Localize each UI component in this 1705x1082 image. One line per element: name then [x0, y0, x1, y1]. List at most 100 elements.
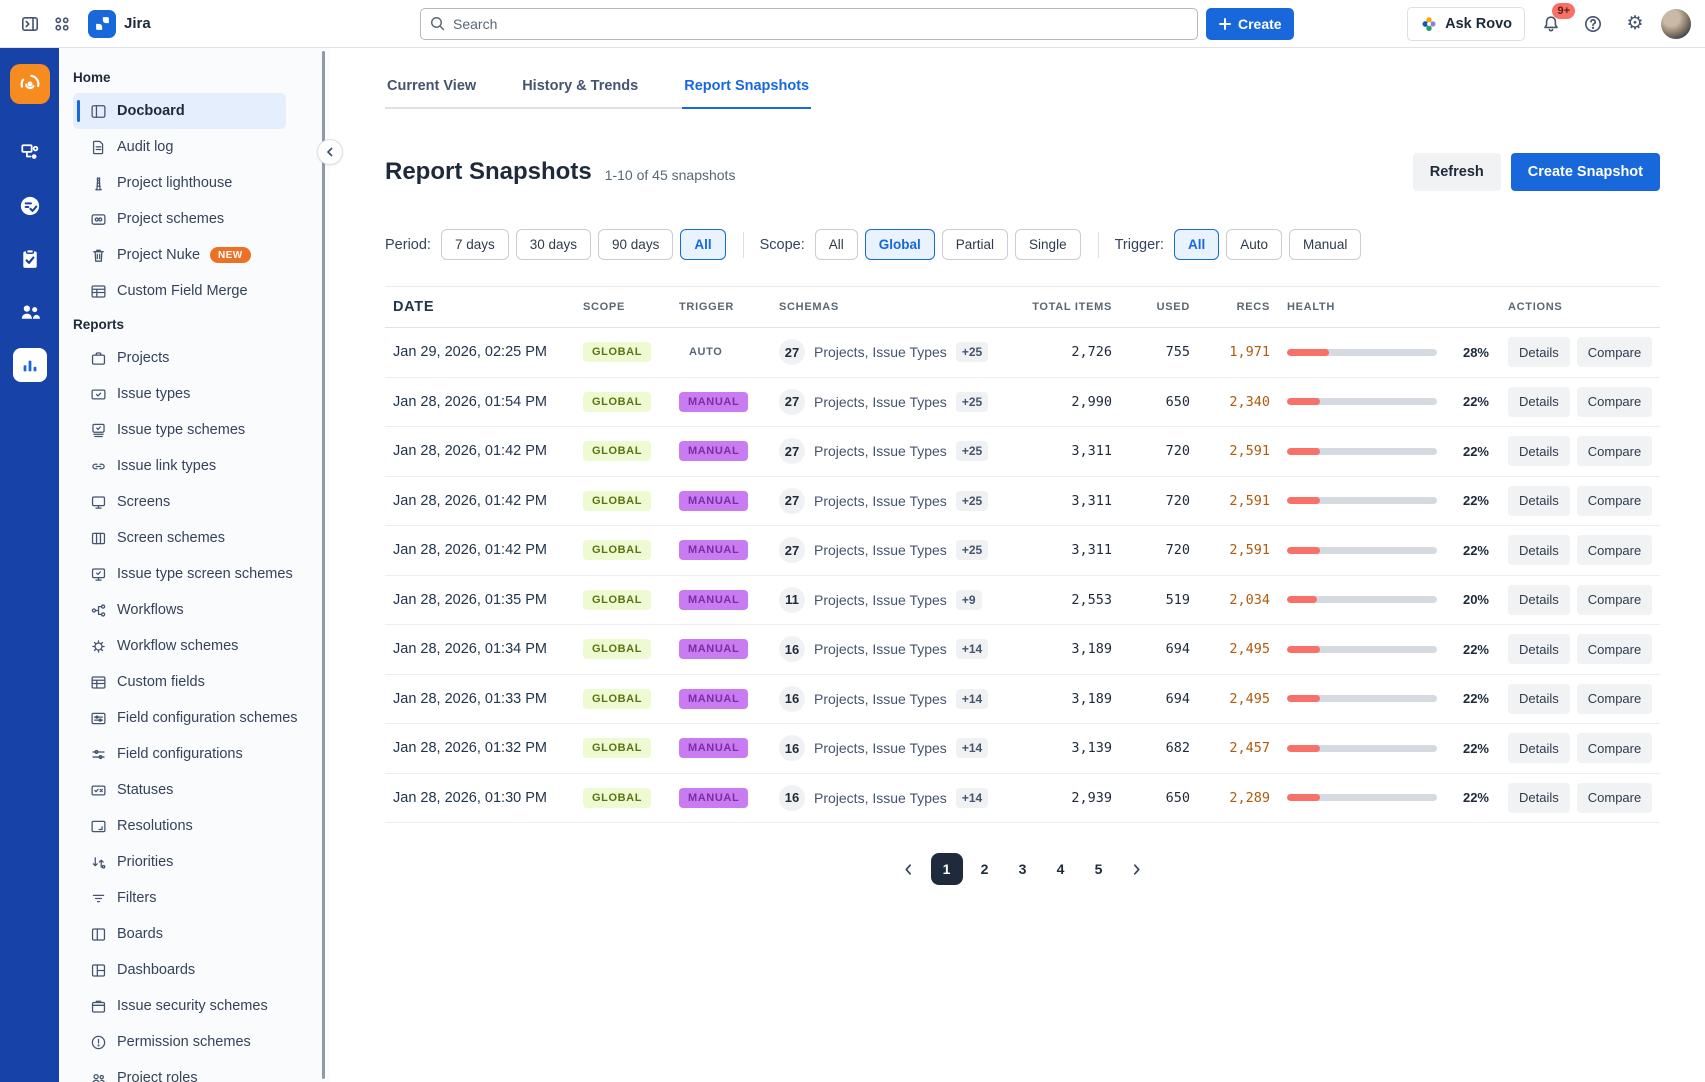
filter-option-single[interactable]: Single — [1015, 229, 1081, 260]
sidebar-item-screen-schemes[interactable]: Screen schemes — [73, 520, 286, 556]
details-button[interactable]: Details — [1508, 634, 1570, 665]
sidebar-item-project-nuke[interactable]: Project Nuke NEW — [73, 237, 286, 273]
sidebar-item-issue-types[interactable]: Issue types — [73, 376, 286, 412]
sidebar-item-issue-link-types[interactable]: Issue link types — [73, 448, 286, 484]
tab-current-view[interactable]: Current View — [387, 78, 477, 94]
sidebar-item-field-configurations[interactable]: Field configurations — [73, 736, 286, 772]
compare-button[interactable]: Compare — [1576, 485, 1653, 516]
filter-option-90-days[interactable]: 90 days — [598, 229, 674, 260]
pagination-page-2[interactable]: 2 — [969, 853, 1001, 885]
details-button[interactable]: Details — [1508, 782, 1570, 813]
filter-option-7-days[interactable]: 7 days — [440, 229, 509, 260]
help-icon[interactable] — [1577, 8, 1609, 40]
bell-icon[interactable] — [1535, 8, 1567, 40]
pagination-prev-icon[interactable] — [893, 853, 925, 885]
pagination-page-3[interactable]: 3 — [1007, 853, 1039, 885]
sidebar-item-screens[interactable]: Screens — [73, 484, 286, 520]
schema-extra-badge[interactable]: +14 — [955, 787, 989, 808]
tab-report-snapshots[interactable]: Report Snapshots — [682, 72, 812, 109]
rail-item-app-tile-radar[interactable] — [9, 64, 50, 104]
search-input[interactable] — [420, 7, 1198, 40]
details-button[interactable]: Details — [1508, 683, 1570, 714]
details-button[interactable]: Details — [1508, 337, 1570, 368]
details-button[interactable]: Details — [1508, 584, 1570, 615]
sidebar-item-resolutions[interactable]: Resolutions — [73, 808, 286, 844]
schema-extra-badge[interactable]: +25 — [955, 342, 989, 363]
details-button[interactable]: Details — [1508, 535, 1570, 566]
schema-extra-badge[interactable]: +25 — [955, 490, 989, 511]
sidebar-item-custom-field-merge[interactable]: Custom Field Merge — [73, 273, 286, 309]
schema-extra-badge[interactable]: +14 — [955, 738, 989, 759]
tab-history-trends[interactable]: History & Trends — [522, 78, 639, 94]
sidebar-item-project-schemes[interactable]: Project schemes — [73, 201, 286, 237]
pagination-page-1[interactable]: 1 — [930, 853, 963, 885]
compare-button[interactable]: Compare — [1576, 337, 1653, 368]
sidebar-item-audit-log[interactable]: Audit log — [73, 129, 286, 165]
pagination-page-4[interactable]: 4 — [1045, 853, 1077, 885]
sidebar-item-issue-type-screen-schemes[interactable]: Issue type screen schemes — [73, 556, 293, 592]
compare-button[interactable]: Compare — [1576, 733, 1653, 764]
refresh-button[interactable]: Refresh — [1412, 153, 1501, 191]
compare-button[interactable]: Compare — [1576, 535, 1653, 566]
filter-option-30-days[interactable]: 30 days — [515, 229, 592, 260]
rail-item-checklist-circle[interactable] — [13, 189, 47, 223]
sidebar-item-statuses[interactable]: Statuses — [73, 772, 286, 808]
filter-option-all[interactable]: All — [680, 229, 726, 260]
gear-icon[interactable]: ⚙ — [1619, 8, 1651, 40]
filter-option-manual[interactable]: Manual — [1289, 229, 1362, 260]
create-button[interactable]: Create — [1206, 7, 1294, 40]
pagination-page-5[interactable]: 5 — [1083, 853, 1115, 885]
sidebar-item-docboard[interactable]: Docboard — [73, 93, 286, 129]
sidebar-item-workflow-schemes[interactable]: Workflow schemes — [73, 628, 286, 664]
sidebar-item-boards[interactable]: Boards — [73, 916, 286, 952]
rail-item-clipboard-check[interactable] — [13, 242, 47, 276]
sidebar-item-field-configuration-schemes[interactable]: Field configuration schemes — [73, 700, 298, 736]
sidebar-item-filters[interactable]: Filters — [73, 880, 286, 916]
schema-extra-badge[interactable]: +25 — [955, 391, 989, 412]
filter-option-partial[interactable]: Partial — [941, 229, 1009, 260]
rail-item-automation-flow[interactable] — [13, 136, 47, 170]
sidebar-item-issue-type-schemes[interactable]: Issue type schemes — [73, 412, 286, 448]
sidebar-item-label: Project lighthouse — [117, 175, 233, 191]
schema-extra-badge[interactable]: +9 — [955, 589, 982, 610]
sidebar-expand-icon[interactable] — [14, 8, 46, 40]
sidebar-item-project-lighthouse[interactable]: Project lighthouse — [73, 165, 286, 201]
sidebar-item-workflows[interactable]: Workflows — [73, 592, 286, 628]
details-button[interactable]: Details — [1508, 485, 1570, 516]
compare-button[interactable]: Compare — [1576, 436, 1653, 467]
sidebar-scrollbar[interactable] — [322, 51, 325, 1079]
details-button[interactable]: Details — [1508, 733, 1570, 764]
compare-button[interactable]: Compare — [1576, 782, 1653, 813]
compare-button[interactable]: Compare — [1576, 634, 1653, 665]
app-switcher-icon[interactable] — [46, 8, 78, 40]
compare-button[interactable]: Compare — [1576, 584, 1653, 615]
filter-option-all[interactable]: All — [814, 229, 858, 260]
create-snapshot-button[interactable]: Create Snapshot — [1510, 153, 1660, 191]
sidebar-item-permission-schemes[interactable]: Permission schemes — [73, 1024, 286, 1060]
sidebar-item-priorities[interactable]: Priorities — [73, 844, 286, 880]
filter-option-global[interactable]: Global — [864, 229, 935, 260]
filter-option-auto[interactable]: Auto — [1226, 229, 1283, 260]
pagination-next-icon[interactable] — [1121, 853, 1153, 885]
rail-item-bar-chart[interactable] — [12, 348, 47, 382]
schema-extra-badge[interactable]: +25 — [955, 540, 989, 561]
details-button[interactable]: Details — [1508, 436, 1570, 467]
sidebar-item-issue-security-schemes[interactable]: Issue security schemes — [73, 988, 286, 1024]
sidebar-item-project-roles[interactable]: Project roles — [73, 1060, 286, 1082]
compare-button[interactable]: Compare — [1576, 683, 1653, 714]
avatar[interactable] — [1661, 8, 1691, 39]
schema-extra-badge[interactable]: +14 — [955, 639, 989, 660]
ask-rovo-button[interactable]: Ask Rovo — [1407, 6, 1525, 41]
sidebar-collapse-button[interactable] — [317, 139, 343, 165]
compare-button[interactable]: Compare — [1576, 386, 1653, 417]
filter-option-all[interactable]: All — [1174, 229, 1220, 260]
sidebar-item-projects[interactable]: Projects — [73, 340, 286, 376]
sidebar-item-custom-fields[interactable]: Custom fields — [73, 664, 286, 700]
details-button[interactable]: Details — [1508, 386, 1570, 417]
sidebar-item-dashboards[interactable]: Dashboards — [73, 952, 286, 988]
brand[interactable]: Jira — [88, 9, 151, 38]
schema-label: Projects, Issue Types — [814, 492, 947, 509]
rail-item-people[interactable] — [13, 295, 47, 329]
schema-extra-badge[interactable]: +14 — [955, 688, 989, 709]
schema-extra-badge[interactable]: +25 — [955, 441, 989, 462]
